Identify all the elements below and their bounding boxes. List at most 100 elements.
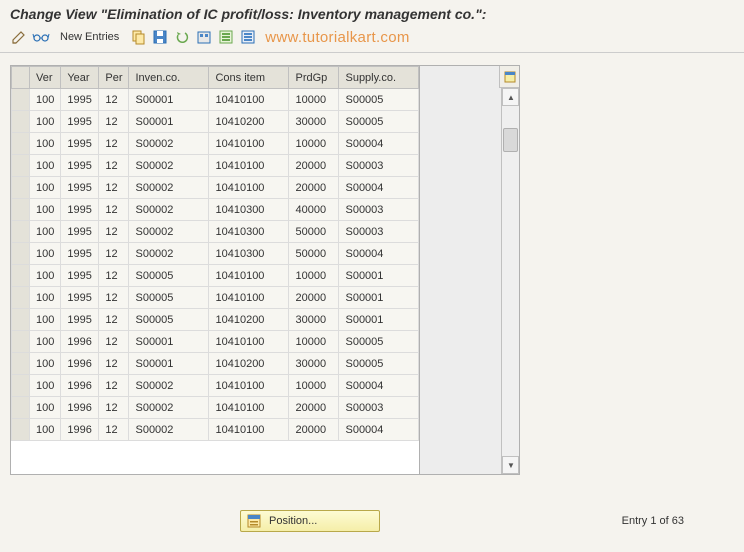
table-cell[interactable]: 10410300: [209, 243, 289, 265]
table-cell[interactable]: 1995: [61, 199, 99, 221]
row-selector[interactable]: [12, 221, 30, 243]
table-cell[interactable]: 100: [30, 353, 61, 375]
table-row[interactable]: 100199512S000051041010010000S00001: [12, 265, 419, 287]
table-cell[interactable]: 10410100: [209, 375, 289, 397]
table-cell[interactable]: 1995: [61, 155, 99, 177]
table-row[interactable]: 100199512S000011041020030000S00005: [12, 111, 419, 133]
table-cell[interactable]: 1995: [61, 133, 99, 155]
table-row[interactable]: 100199612S000021041010020000S00003: [12, 397, 419, 419]
vertical-scrollbar[interactable]: ▲ ▼: [501, 88, 519, 474]
table-cell[interactable]: 12: [99, 353, 129, 375]
table-cell[interactable]: S00005: [339, 353, 419, 375]
deselect-all-icon[interactable]: [239, 28, 257, 46]
table-cell[interactable]: 100: [30, 287, 61, 309]
row-selector[interactable]: [12, 111, 30, 133]
table-row[interactable]: 100199612S000021041010010000S00004: [12, 375, 419, 397]
col-header-ver[interactable]: Ver: [30, 67, 61, 89]
table-cell[interactable]: S00001: [129, 353, 209, 375]
table-cell[interactable]: S00001: [129, 111, 209, 133]
table-cell[interactable]: 100: [30, 375, 61, 397]
col-header-prdgp[interactable]: PrdGp: [289, 67, 339, 89]
table-cell[interactable]: 30000: [289, 353, 339, 375]
table-cell[interactable]: S00002: [129, 243, 209, 265]
table-cell[interactable]: S00001: [339, 309, 419, 331]
row-selector[interactable]: [12, 419, 30, 441]
table-cell[interactable]: 1995: [61, 243, 99, 265]
table-cell[interactable]: 1996: [61, 419, 99, 441]
table-cell[interactable]: 12: [99, 419, 129, 441]
table-cell[interactable]: 12: [99, 243, 129, 265]
scroll-thumb[interactable]: [503, 128, 518, 152]
table-cell[interactable]: S00001: [339, 265, 419, 287]
table-cell[interactable]: 10410100: [209, 265, 289, 287]
table-cell[interactable]: S00003: [339, 397, 419, 419]
table-cell[interactable]: 20000: [289, 177, 339, 199]
table-cell[interactable]: 100: [30, 265, 61, 287]
table-cell[interactable]: 10000: [289, 133, 339, 155]
table-cell[interactable]: 100: [30, 177, 61, 199]
table-cell[interactable]: 12: [99, 199, 129, 221]
table-cell[interactable]: 100: [30, 89, 61, 111]
col-header-inven[interactable]: Inven.co.: [129, 67, 209, 89]
table-row[interactable]: 100199512S000021041010010000S00004: [12, 133, 419, 155]
table-cell[interactable]: S00004: [339, 177, 419, 199]
table-cell[interactable]: 100: [30, 199, 61, 221]
select-all-icon[interactable]: [217, 28, 235, 46]
table-cell[interactable]: 1995: [61, 221, 99, 243]
table-cell[interactable]: S00001: [129, 89, 209, 111]
table-cell[interactable]: 10410100: [209, 155, 289, 177]
table-cell[interactable]: 1996: [61, 331, 99, 353]
table-cell[interactable]: 12: [99, 133, 129, 155]
table-row[interactable]: 100199612S000021041010020000S00004: [12, 419, 419, 441]
row-selector[interactable]: [12, 133, 30, 155]
table-cell[interactable]: 12: [99, 89, 129, 111]
table-cell[interactable]: S00002: [129, 397, 209, 419]
table-cell[interactable]: 40000: [289, 199, 339, 221]
table-row[interactable]: 100199512S000021041030050000S00003: [12, 221, 419, 243]
scroll-down-button[interactable]: ▼: [502, 456, 519, 474]
table-cell[interactable]: S00004: [339, 243, 419, 265]
table-cell[interactable]: 50000: [289, 221, 339, 243]
copy-icon[interactable]: [129, 28, 147, 46]
table-cell[interactable]: 1996: [61, 375, 99, 397]
table-cell[interactable]: 12: [99, 287, 129, 309]
table-cell[interactable]: 10410300: [209, 221, 289, 243]
col-header-year[interactable]: Year: [61, 67, 99, 89]
table-cell[interactable]: 12: [99, 397, 129, 419]
table-cell[interactable]: S00005: [339, 89, 419, 111]
table-cell[interactable]: 12: [99, 111, 129, 133]
table-cell[interactable]: 10000: [289, 89, 339, 111]
table-cell[interactable]: 12: [99, 375, 129, 397]
table-row[interactable]: 100199512S000011041010010000S00005: [12, 89, 419, 111]
table-cell[interactable]: 12: [99, 155, 129, 177]
table-cell[interactable]: 20000: [289, 287, 339, 309]
col-header-per[interactable]: Per: [99, 67, 129, 89]
row-selector[interactable]: [12, 265, 30, 287]
table-cell[interactable]: S00005: [339, 331, 419, 353]
new-entries-button[interactable]: New Entries: [54, 31, 125, 43]
row-selector[interactable]: [12, 199, 30, 221]
col-header-supply[interactable]: Supply.co.: [339, 67, 419, 89]
edit-icon[interactable]: [10, 28, 28, 46]
table-cell[interactable]: 50000: [289, 243, 339, 265]
table-row[interactable]: 100199512S000021041010020000S00004: [12, 177, 419, 199]
table-cell[interactable]: 10410100: [209, 177, 289, 199]
table-cell[interactable]: S00005: [129, 287, 209, 309]
scroll-up-button[interactable]: ▲: [502, 88, 519, 106]
row-selector[interactable]: [12, 375, 30, 397]
table-cell[interactable]: 100: [30, 243, 61, 265]
row-selector[interactable]: [12, 155, 30, 177]
table-cell[interactable]: 12: [99, 309, 129, 331]
row-selector[interactable]: [12, 353, 30, 375]
table-cell[interactable]: 20000: [289, 397, 339, 419]
row-selector[interactable]: [12, 397, 30, 419]
table-cell[interactable]: 1995: [61, 287, 99, 309]
table-cell[interactable]: S00005: [129, 265, 209, 287]
table-cell[interactable]: 100: [30, 155, 61, 177]
table-cell[interactable]: 10410100: [209, 133, 289, 155]
table-cell[interactable]: S00003: [339, 155, 419, 177]
table-cell[interactable]: S00002: [129, 199, 209, 221]
table-cell[interactable]: S00002: [129, 133, 209, 155]
position-button[interactable]: Position...: [240, 510, 380, 532]
table-cell[interactable]: 100: [30, 221, 61, 243]
